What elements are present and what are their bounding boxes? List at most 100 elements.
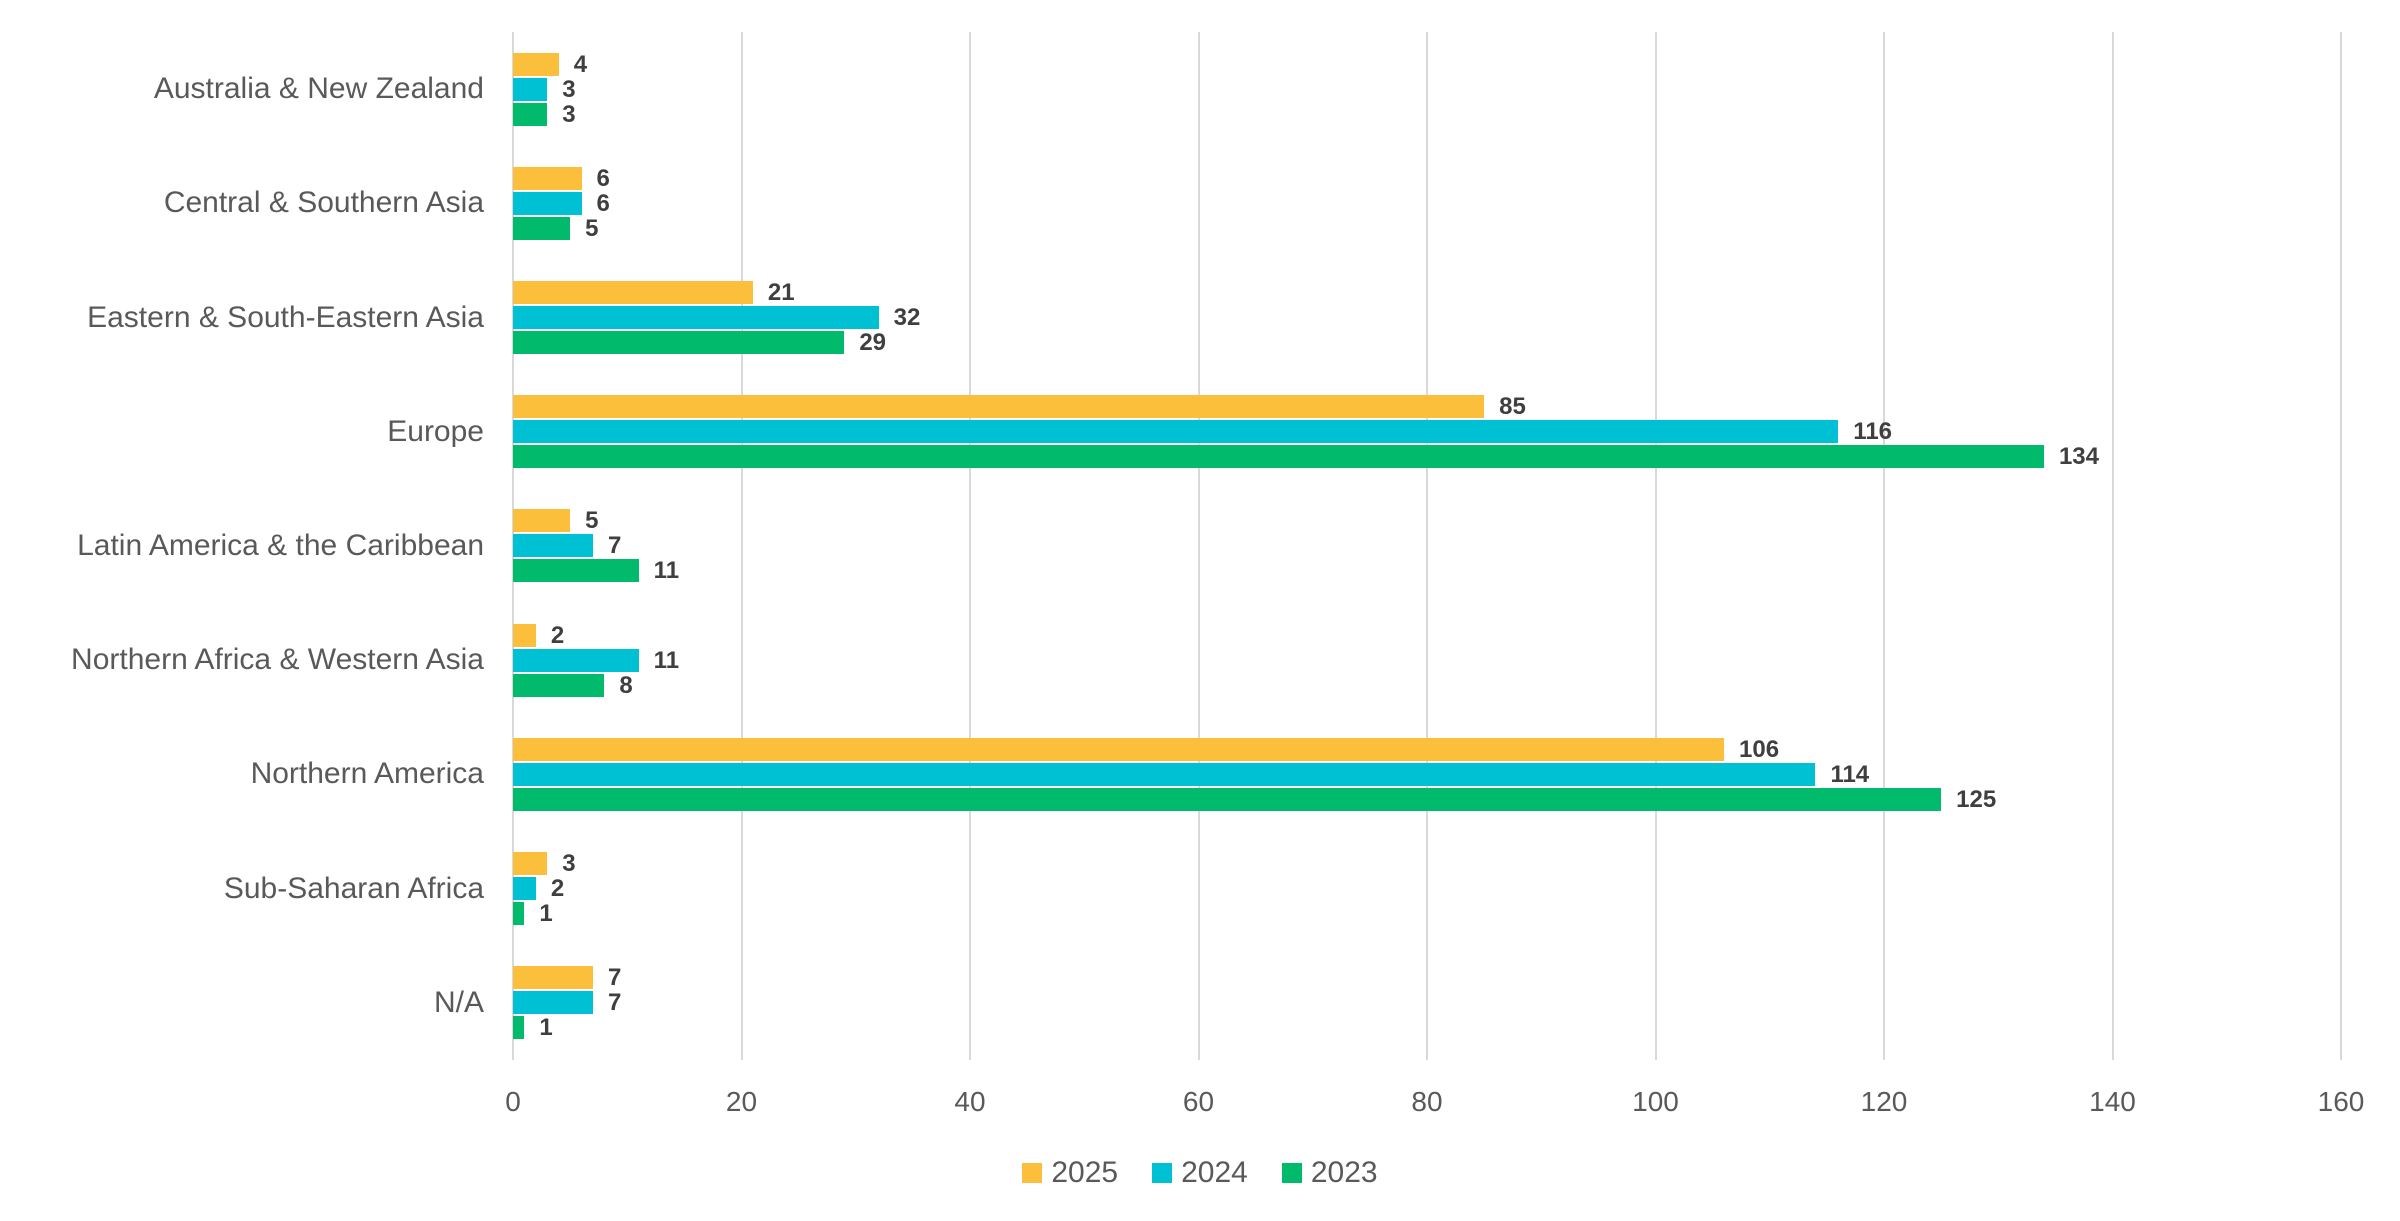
- bar-line-2024-northern-america: 114: [513, 762, 2341, 786]
- bar-line-2024-europe: 116: [513, 418, 2341, 446]
- bar-group-northern-america: 106 114 125: [513, 717, 2341, 831]
- category-label-n-a: N/A: [433, 985, 484, 1019]
- bar-2023-latin-america-the-caribbean: [513, 559, 639, 583]
- gridline-80: [1426, 32, 1428, 1060]
- bar-line-2025-latin-america-the-caribbean: 5: [513, 507, 2341, 535]
- value-label-2025-latin-america-the-caribbean: 5: [585, 507, 599, 535]
- bar-2023-eastern-south-eastern-asia: [513, 331, 845, 355]
- category-label-europe: Europe: [387, 414, 484, 448]
- bar-2025-central-southern-asia: [513, 166, 582, 190]
- category-label-northern-america: Northern America: [250, 757, 484, 791]
- bar-line-2024-northern-africa-western-asia: 11: [513, 648, 2341, 672]
- value-label-2024-europe: 116: [1853, 418, 1893, 446]
- bar-line-2025-sub-saharan-africa: 3: [513, 852, 2341, 876]
- bar-line-2024-central-southern-asia: 6: [513, 189, 2341, 217]
- x-tick-label-160: 160: [2317, 1086, 2365, 1117]
- category-label-central-southern-asia: Central & Southern Asia: [163, 186, 484, 220]
- bar-2024-n-a: [513, 991, 593, 1015]
- bar-line-2023-europe: 134: [513, 443, 2341, 471]
- bar-2025-northern-africa-western-asia: [513, 623, 536, 647]
- x-tick-label-20: 20: [725, 1086, 758, 1117]
- bar-2025-sub-saharan-africa: [513, 852, 548, 876]
- value-label-2023-sub-saharan-africa: 1: [539, 900, 553, 928]
- x-tick-label-140: 140: [2089, 1086, 2136, 1117]
- gridline-40: [969, 32, 971, 1060]
- value-label-2025-europe: 85: [1499, 393, 1526, 421]
- value-label-2023-latin-america-the-caribbean: 11: [653, 557, 680, 585]
- bar-line-2024-eastern-south-eastern-asia: 32: [513, 304, 2341, 332]
- value-axis: 0 20 40 60 80 100 120 140 160: [505, 1086, 2364, 1124]
- category-label-sub-saharan-africa: Sub-Saharan Africa: [223, 871, 484, 905]
- value-label-2023-northern-america: 125: [1956, 785, 1997, 813]
- bar-line-2023-latin-america-the-caribbean: 11: [513, 557, 2341, 585]
- x-tick-label-60: 60: [1182, 1086, 1215, 1117]
- bar-line-2024-australia-new-zealand: 3: [513, 75, 2341, 103]
- plot-area: 4 3 3 6 6 5 21 32 29 85 116 134 5 7 11 2 11 8 106 114 125 3 2 1…: [512, 32, 2342, 1060]
- bar-group-latin-america-the-caribbean: 5 7 11: [513, 489, 2341, 603]
- bar-2023-sub-saharan-africa: [513, 902, 525, 926]
- bar-2025-northern-america: [513, 737, 1725, 761]
- legend: 2025 2024 2023: [0, 1152, 2400, 1194]
- value-label-2023-australia-new-zealand: 3: [562, 100, 576, 128]
- legend-label-2025: 2025: [1051, 1156, 1119, 1189]
- bar-line-2023-eastern-south-eastern-asia: 29: [513, 329, 2341, 357]
- bar-2024-australia-new-zealand: [513, 77, 548, 101]
- legend-label-2024: 2024: [1181, 1156, 1248, 1189]
- bar-line-2024-sub-saharan-africa: 2: [513, 875, 2341, 903]
- bar-2025-latin-america-the-caribbean: [513, 509, 571, 533]
- x-tick-label-100: 100: [1632, 1086, 1679, 1117]
- value-label-2024-central-southern-asia: 6: [596, 189, 610, 217]
- value-label-2023-central-southern-asia: 5: [585, 214, 599, 242]
- value-label-2025-central-southern-asia: 6: [596, 164, 610, 192]
- bar-2025-europe: [513, 395, 1485, 419]
- legend-item-2023: 2023: [1281, 1156, 1378, 1189]
- value-label-2024-sub-saharan-africa: 2: [550, 875, 565, 903]
- bar-2023-australia-new-zealand: [513, 102, 548, 126]
- value-label-2025-n-a: 7: [607, 964, 622, 992]
- bar-group-eastern-south-eastern-asia: 21 32 29: [513, 260, 2341, 374]
- value-label-2024-latin-america-the-caribbean: 7: [607, 532, 622, 560]
- legend-swatch-icon: [1022, 1163, 1043, 1183]
- bar-2024-sub-saharan-africa: [513, 877, 536, 901]
- bar-2025-n-a: [513, 966, 593, 990]
- bar-2023-central-southern-asia: [513, 216, 571, 240]
- category-label-australia-new-zealand: Australia & New Zealand: [153, 72, 484, 106]
- legend-label-2023: 2023: [1310, 1156, 1378, 1189]
- x-tick-label-80: 80: [1411, 1086, 1443, 1117]
- bar-line-2024-n-a: 7: [513, 991, 2341, 1015]
- x-tick-label-40: 40: [954, 1086, 986, 1117]
- category-label-northern-africa-western-asia: Northern Africa & Western Asia: [71, 643, 484, 677]
- bar-line-2025-australia-new-zealand: 4: [513, 50, 2341, 78]
- value-label-2023-n-a: 1: [539, 1014, 553, 1042]
- category-label-latin-america-the-caribbean: Latin America & the Caribbean: [77, 528, 484, 562]
- bar-line-2025-europe: 85: [513, 393, 2341, 421]
- bar-line-2023-northern-africa-western-asia: 8: [513, 671, 2341, 699]
- bar-2024-northern-america: [513, 762, 1816, 786]
- legend-item-2025: 2025: [1022, 1158, 1118, 1188]
- bar-2024-northern-africa-western-asia: [513, 648, 639, 672]
- value-label-2025-australia-new-zealand: 4: [573, 50, 588, 78]
- value-label-2023-eastern-south-eastern-asia: 29: [859, 329, 887, 357]
- gridline-20: [740, 32, 743, 1060]
- value-label-2025-northern-africa-western-asia: 2: [550, 621, 565, 649]
- value-label-2023-europe: 134: [2058, 443, 2099, 471]
- gridline-100: [1654, 32, 1657, 1060]
- value-label-2023-northern-africa-western-asia: 8: [619, 671, 633, 699]
- bar-2023-europe: [513, 445, 2044, 469]
- bar-2025-eastern-south-eastern-asia: [513, 281, 753, 305]
- bar-2024-latin-america-the-caribbean: [513, 534, 593, 558]
- x-tick-label-0: 0: [505, 1086, 521, 1117]
- bar-line-2023-sub-saharan-africa: 1: [513, 900, 2341, 928]
- value-label-2024-australia-new-zealand: 3: [562, 75, 576, 103]
- bar-line-2025-n-a: 7: [513, 964, 2341, 992]
- bar-line-2024-latin-america-the-caribbean: 7: [513, 532, 2341, 560]
- value-label-2024-eastern-south-eastern-asia: 32: [893, 304, 921, 332]
- bar-2024-europe: [513, 420, 1839, 444]
- bar-line-2025-northern-africa-western-asia: 2: [513, 621, 2341, 649]
- value-label-2025-eastern-south-eastern-asia: 21: [767, 279, 795, 307]
- bar-2024-central-southern-asia: [513, 191, 582, 215]
